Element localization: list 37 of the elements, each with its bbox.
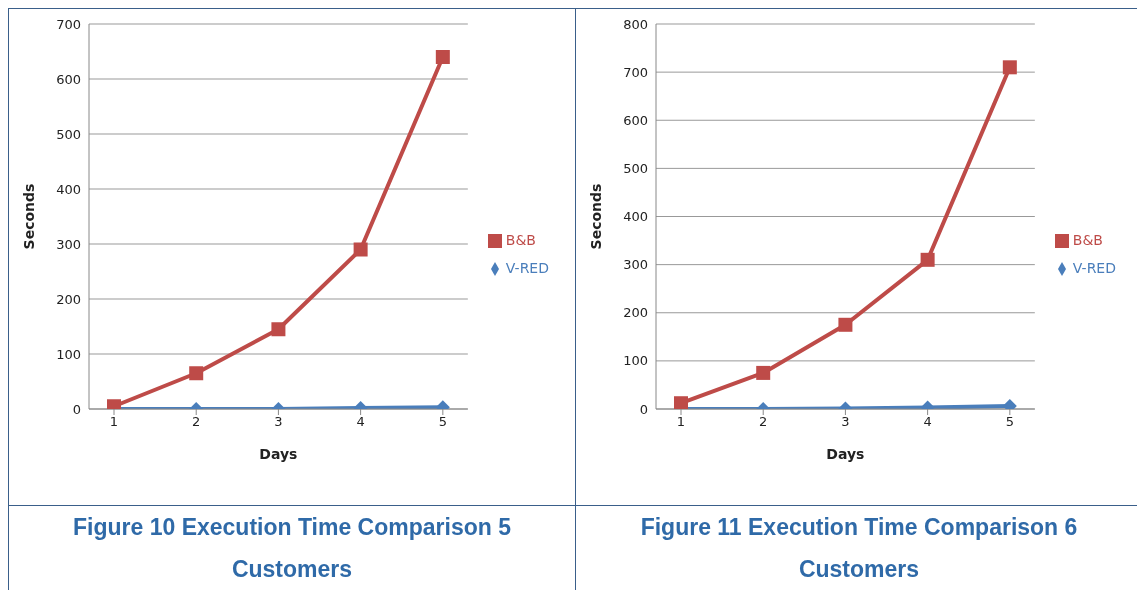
x-tick-label: 3 (841, 414, 850, 430)
y-tick-label: 300 (56, 236, 81, 252)
y-tick-label: 500 (623, 160, 648, 176)
y-tick-label: 100 (56, 346, 81, 362)
y-tick-label: 300 (623, 257, 648, 273)
x-tick-label: 4 (356, 414, 365, 430)
y-tick-label: 100 (623, 353, 648, 369)
caption: Figure 11 Execution Time Comparison 6 Customers (639, 513, 1079, 584)
y-tick-label: 400 (623, 209, 648, 225)
y-tick-label: 800 (623, 16, 648, 32)
y-axis-title: Seconds (20, 183, 37, 250)
legend-label: V-RED (1072, 260, 1116, 276)
y-tick-label: 600 (56, 71, 81, 87)
y-tick-label: 0 (639, 401, 648, 417)
y-tick-label: 700 (623, 64, 648, 80)
caption: Figure 10 Execution Time Comparison 5 Customers (72, 513, 512, 584)
legend-label: V-RED (505, 260, 549, 276)
x-tick-label: 5 (1005, 414, 1014, 430)
x-axis-title: Days (826, 446, 865, 462)
x-axis-title: Days (259, 446, 298, 462)
y-tick-label: 200 (56, 291, 81, 307)
y-tick-label: 200 (623, 305, 648, 321)
x-tick-label: 1 (676, 414, 686, 430)
legend-label: B&B (1072, 232, 1103, 248)
legend-label: B&B (505, 232, 536, 248)
y-tick-label: 500 (56, 126, 81, 142)
y-axis-title: Seconds (587, 183, 604, 250)
x-tick-label: 5 (438, 414, 447, 430)
y-tick-label: 0 (72, 401, 81, 417)
x-tick-label: 1 (109, 414, 119, 430)
x-tick-label: 4 (923, 414, 932, 430)
x-tick-label: 2 (759, 414, 768, 430)
y-tick-label: 700 (56, 16, 81, 32)
x-tick-label: 3 (274, 414, 283, 430)
y-tick-label: 600 (623, 112, 648, 128)
y-tick-label: 400 (56, 181, 81, 197)
x-tick-label: 2 (192, 414, 201, 430)
